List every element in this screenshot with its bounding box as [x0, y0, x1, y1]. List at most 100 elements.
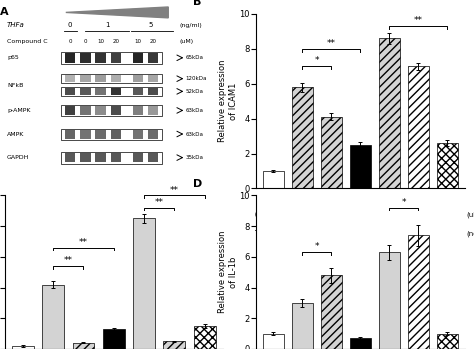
Bar	[148, 130, 158, 139]
Text: (ng/ml): (ng/ml)	[179, 23, 202, 28]
Bar	[111, 106, 121, 115]
Text: B: B	[193, 0, 202, 7]
Bar	[379, 38, 400, 188]
Bar	[133, 75, 143, 82]
Bar	[437, 143, 457, 188]
Text: 20: 20	[112, 39, 119, 44]
Bar	[111, 88, 121, 95]
Text: 20: 20	[442, 211, 452, 220]
Bar	[148, 53, 158, 62]
Bar	[80, 106, 91, 115]
Bar	[164, 341, 185, 349]
Text: 52kDa: 52kDa	[186, 89, 204, 94]
Text: **: **	[414, 16, 423, 25]
Text: (uM): (uM)	[179, 39, 193, 44]
Bar	[80, 88, 91, 95]
Bar	[133, 53, 143, 62]
Y-axis label: Relative expression
of IL-1b: Relative expression of IL-1b	[219, 231, 238, 313]
Text: 20: 20	[149, 39, 156, 44]
Text: A: A	[0, 7, 9, 17]
Text: 0: 0	[300, 211, 305, 220]
Bar	[95, 75, 106, 82]
Text: *: *	[315, 57, 319, 66]
Bar	[321, 275, 342, 349]
Bar	[65, 106, 75, 115]
Text: 0: 0	[68, 22, 73, 28]
Bar	[65, 130, 75, 139]
Text: *: *	[401, 198, 406, 207]
Bar	[65, 75, 75, 82]
Text: 1: 1	[300, 230, 305, 239]
Bar	[62, 105, 162, 117]
Text: **: **	[64, 256, 73, 265]
Bar	[350, 145, 371, 188]
Text: 1: 1	[105, 22, 109, 28]
Text: 10: 10	[97, 39, 104, 44]
Bar	[95, 88, 106, 95]
Text: (ng/ml): (ng/ml)	[466, 230, 474, 237]
Bar	[62, 74, 162, 83]
Bar	[292, 303, 313, 349]
Text: 120kDa: 120kDa	[186, 76, 207, 81]
Text: **: **	[155, 198, 164, 207]
Text: 63kDa: 63kDa	[186, 132, 204, 136]
Bar	[111, 75, 121, 82]
Text: 5: 5	[387, 230, 392, 239]
Text: 63kDa: 63kDa	[186, 108, 204, 113]
Bar	[65, 88, 75, 95]
Bar	[133, 130, 143, 139]
Bar	[62, 87, 162, 96]
Bar	[12, 346, 34, 349]
Text: 0: 0	[84, 39, 87, 44]
Bar	[263, 171, 284, 188]
Text: THFa: THFa	[7, 22, 25, 28]
Text: 20: 20	[356, 211, 365, 220]
Text: Compound C: Compound C	[7, 39, 47, 44]
Bar	[80, 53, 91, 62]
Bar	[103, 329, 125, 349]
Bar	[133, 153, 143, 162]
Bar	[148, 88, 158, 95]
Bar	[65, 53, 75, 62]
Text: 10: 10	[327, 211, 336, 220]
Bar	[148, 153, 158, 162]
Bar	[292, 87, 313, 188]
Bar	[65, 153, 75, 162]
Bar	[148, 75, 158, 82]
Text: 65kDa: 65kDa	[186, 55, 204, 60]
Bar	[133, 88, 143, 95]
Text: TNFa: TNFa	[255, 230, 274, 239]
Polygon shape	[66, 7, 168, 18]
Bar	[194, 326, 216, 349]
Bar	[111, 53, 121, 62]
Text: 0: 0	[271, 230, 276, 239]
Bar	[321, 117, 342, 188]
Bar	[80, 130, 91, 139]
Bar	[148, 106, 158, 115]
Text: p65: p65	[7, 55, 18, 60]
Text: **: **	[79, 238, 88, 247]
Bar	[80, 75, 91, 82]
Bar	[379, 252, 400, 349]
Text: **: **	[327, 39, 336, 48]
Text: 0: 0	[271, 211, 276, 220]
Text: *: *	[315, 243, 319, 252]
Text: 0: 0	[387, 211, 392, 220]
Bar	[95, 130, 106, 139]
Text: (uM): (uM)	[466, 211, 474, 218]
Bar	[111, 153, 121, 162]
Bar	[263, 334, 284, 349]
Bar	[62, 52, 162, 64]
Bar	[437, 334, 457, 349]
Bar	[408, 235, 428, 349]
Text: D: D	[193, 179, 203, 189]
Text: 35kDa: 35kDa	[186, 155, 204, 160]
Bar	[95, 153, 106, 162]
Bar	[80, 153, 91, 162]
Bar	[133, 218, 155, 349]
Text: 10: 10	[413, 211, 423, 220]
Bar	[350, 338, 371, 349]
Text: 10: 10	[134, 39, 141, 44]
Bar	[62, 152, 162, 164]
Text: Compound C: Compound C	[255, 211, 304, 220]
